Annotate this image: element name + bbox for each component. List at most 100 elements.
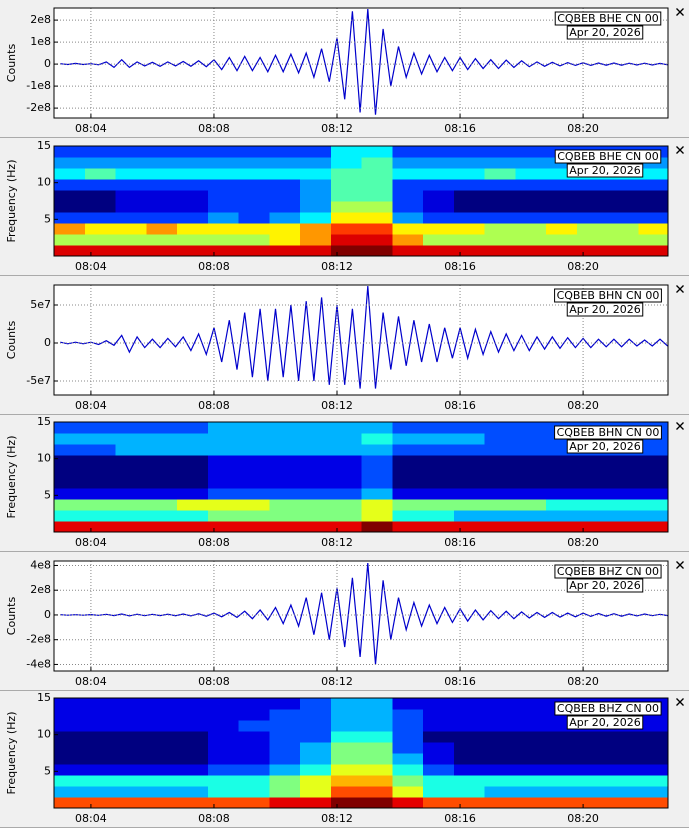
spectrogram-cell <box>300 444 332 456</box>
spectrogram-cell <box>330 223 363 235</box>
spectrogram-cell <box>392 245 424 256</box>
spectrogram-cell <box>238 499 270 511</box>
y-tick-label: 0 <box>44 608 51 621</box>
spectrogram-cell <box>269 731 301 743</box>
spectrogram-cell <box>453 157 486 169</box>
spectrogram-cell <box>84 797 117 808</box>
spectrogram-cell <box>392 455 424 467</box>
spectrogram-cell <box>54 720 86 732</box>
x-tick-label: 08:04 <box>75 812 107 825</box>
close-icon <box>676 422 684 430</box>
spectrogram-cell <box>269 720 301 732</box>
spectrogram-cell <box>423 157 455 169</box>
spectrogram-cell <box>453 709 486 721</box>
spectrogram-cell <box>269 179 301 191</box>
spectrogram-cell <box>515 433 547 445</box>
spectrogram-cell <box>207 146 240 158</box>
spectrogram-cell <box>84 433 117 445</box>
spectrogram-cell <box>361 146 393 158</box>
spectrogram-cell <box>238 753 270 765</box>
spectrogram-cell <box>146 212 178 224</box>
spectrogram-cell <box>361 455 393 467</box>
close-button[interactable] <box>676 698 684 706</box>
spectrogram-cell <box>361 466 393 478</box>
spectrogram-cell <box>638 466 668 478</box>
spectrogram-cell <box>269 201 301 213</box>
spectrogram-cell <box>238 245 270 256</box>
spectrogram-cell <box>576 797 609 808</box>
spectrogram-cell <box>177 797 209 808</box>
spectrogram-cell <box>515 488 547 500</box>
close-button[interactable] <box>676 285 684 293</box>
x-tick-label: 08:12 <box>321 122 353 135</box>
spectrogram-cell <box>576 212 609 224</box>
spectrogram-cell <box>484 190 516 202</box>
spectrogram-cell <box>361 764 393 776</box>
date-label: Apr 20, 2026 <box>569 716 641 729</box>
spectrogram-cell <box>238 521 270 532</box>
spectrogram-cell <box>54 698 86 710</box>
spectrogram-cell <box>269 477 301 489</box>
spectrogram-cell <box>269 212 301 224</box>
spectrogram-cell <box>546 234 578 246</box>
close-button[interactable] <box>676 561 684 569</box>
y-tick-label: 15 <box>37 139 51 152</box>
spectrogram-cell <box>269 444 301 456</box>
spectrogram-cell <box>177 764 209 776</box>
spectrogram-cell <box>484 775 516 787</box>
station-label: CQBEB BHZ CN 00 <box>557 565 659 578</box>
spectrogram-cell <box>515 168 547 180</box>
spectrogram-cell <box>361 742 393 754</box>
spectrogram-cell <box>115 499 147 511</box>
spectrogram-cell <box>207 698 240 710</box>
spectrogram-cell <box>300 786 332 798</box>
spectrogram-cell <box>238 168 270 180</box>
spectrogram-cell <box>423 234 455 246</box>
spectrogram-cell <box>638 731 668 743</box>
spectrogram-cell <box>300 488 332 500</box>
spectrogram-cell <box>638 245 668 256</box>
spectrogram-cell <box>638 444 668 456</box>
spectrogram-cell <box>207 499 240 511</box>
close-icon <box>676 8 684 16</box>
spectrogram-cell <box>84 455 117 467</box>
spectrogram-cell <box>207 764 240 776</box>
label-box <box>566 715 644 730</box>
spectrogram-cell <box>54 499 86 511</box>
spectrogram-cell <box>515 190 547 202</box>
spectrogram-cell <box>330 157 363 169</box>
spectrogram-cell <box>84 444 117 456</box>
spectrogram-cell <box>269 223 301 235</box>
spectrogram-cell <box>392 698 424 710</box>
spectrogram-cell <box>423 422 455 434</box>
plot-area <box>60 285 668 389</box>
spectrogram-cell <box>54 709 86 721</box>
spectrogram-cell <box>300 234 332 246</box>
spectrogram-cell <box>361 731 393 743</box>
spectrogram-cell <box>392 753 424 765</box>
spectrogram-cell <box>54 422 86 434</box>
spectrogram-cell <box>146 797 178 808</box>
y-axis-label: Frequency (Hz) <box>5 436 18 519</box>
spectrogram-cell <box>638 786 668 798</box>
spectrogram-cell <box>453 521 486 532</box>
spectrogram-cell <box>546 521 578 532</box>
close-button[interactable] <box>676 422 684 430</box>
spectrogram-cell <box>607 753 639 765</box>
close-button[interactable] <box>676 8 684 16</box>
close-button[interactable] <box>676 146 684 154</box>
spectrogram-cell <box>546 488 578 500</box>
spectrogram-cell <box>361 488 393 500</box>
panel: 08:04 08:08 08:12 08:16 08:20 5 10 15 Frequency … <box>0 139 689 276</box>
spectrogram-cell <box>515 510 547 522</box>
spectrogram-cell <box>300 201 332 213</box>
spectrogram-cell <box>300 709 332 721</box>
spectrogram-cell <box>177 179 209 191</box>
spectrogram-cell <box>177 499 209 511</box>
spectrogram-cell <box>576 742 609 754</box>
y-tick-label: 5 <box>44 764 51 777</box>
x-tick-label: 08:20 <box>567 536 599 549</box>
spectrogram-cell <box>330 709 363 721</box>
spectrogram-cell <box>453 720 486 732</box>
spectrogram-cell <box>238 797 270 808</box>
